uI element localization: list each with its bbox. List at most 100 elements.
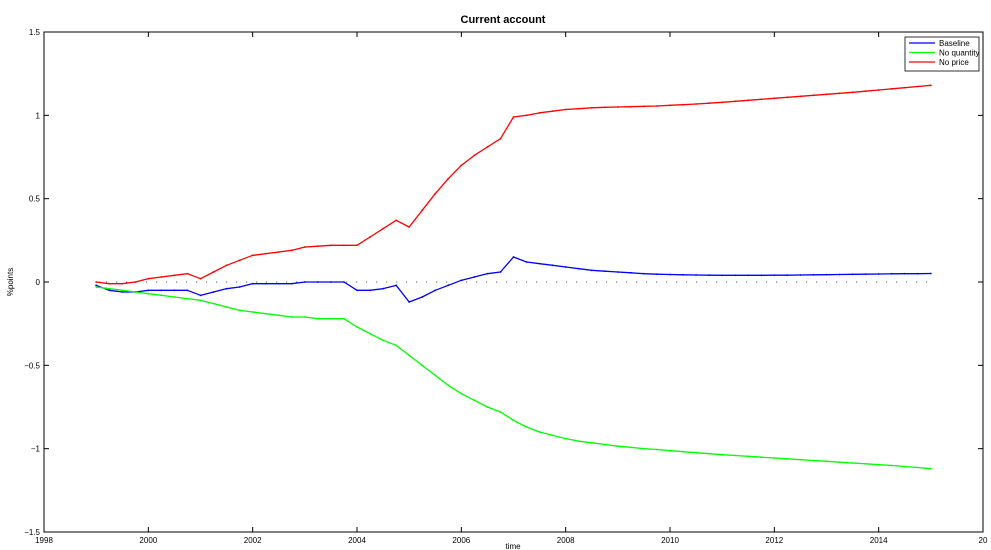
data-point-no-quantity bbox=[577, 440, 580, 443]
data-point-no-quantity bbox=[512, 419, 515, 422]
data-point-no-price bbox=[316, 245, 319, 248]
data-point-baseline bbox=[851, 273, 854, 276]
data-point-no-price bbox=[851, 91, 854, 94]
data-point-no-price bbox=[643, 105, 645, 108]
data-point-baseline bbox=[643, 272, 645, 275]
data-point-no-quantity bbox=[864, 462, 867, 465]
data-point-baseline bbox=[382, 287, 384, 290]
data-point-no-quantity bbox=[147, 292, 150, 295]
data-point-no-price bbox=[95, 281, 98, 283]
data-point-no-price bbox=[538, 111, 541, 114]
data-point-no-quantity bbox=[499, 411, 502, 413]
x-tick-label: 20 bbox=[979, 536, 988, 545]
data-point-no-quantity bbox=[747, 455, 750, 458]
y-tick-label: 1.5 bbox=[29, 28, 41, 37]
data-point-no-quantity bbox=[786, 457, 789, 460]
data-point-no-price bbox=[773, 97, 776, 100]
y-tick-label: 0 bbox=[36, 278, 41, 287]
data-point-no-price bbox=[473, 154, 476, 157]
data-point-baseline bbox=[343, 281, 345, 283]
data-point-no-price bbox=[225, 264, 228, 267]
data-point-baseline bbox=[264, 282, 267, 285]
data-point-no-price bbox=[199, 277, 202, 280]
data-point-no-quantity bbox=[812, 459, 815, 462]
data-point-no-price bbox=[434, 192, 437, 195]
data-point-no-price bbox=[290, 249, 293, 252]
data-point-baseline bbox=[903, 272, 906, 275]
x-tick-label: 2012 bbox=[765, 536, 783, 545]
data-point-baseline bbox=[512, 256, 515, 258]
data-point-baseline bbox=[890, 272, 893, 275]
data-point-no-quantity bbox=[643, 447, 645, 450]
data-point-no-quantity bbox=[212, 302, 215, 305]
data-point-baseline bbox=[812, 273, 815, 276]
data-point-no-price bbox=[121, 282, 124, 285]
x-axis-title: time bbox=[505, 542, 521, 550]
data-point-baseline bbox=[356, 289, 358, 292]
data-point-no-quantity bbox=[603, 443, 606, 446]
data-point-no-price bbox=[421, 209, 424, 212]
x-tick-label: 1998 bbox=[35, 536, 53, 545]
data-point-baseline bbox=[95, 284, 98, 287]
x-tick-label: 2008 bbox=[557, 536, 575, 545]
data-point-baseline bbox=[564, 266, 567, 268]
data-point-baseline bbox=[147, 289, 150, 292]
data-point-no-price bbox=[447, 177, 450, 180]
data-point-no-price bbox=[303, 246, 306, 248]
data-point-no-price bbox=[512, 116, 515, 118]
data-point-no-quantity bbox=[108, 287, 111, 290]
data-point-baseline bbox=[225, 287, 228, 290]
data-point-no-quantity bbox=[721, 453, 724, 456]
data-point-no-quantity bbox=[682, 450, 684, 453]
data-point-no-price bbox=[864, 90, 867, 93]
data-point-no-quantity bbox=[408, 354, 411, 357]
x-tick-label: 2002 bbox=[244, 536, 262, 545]
data-point-baseline bbox=[708, 274, 711, 277]
data-point-no-price bbox=[382, 227, 384, 230]
data-point-baseline bbox=[877, 273, 880, 275]
data-point-no-price bbox=[903, 86, 906, 89]
data-point-baseline bbox=[916, 272, 919, 275]
data-point-no-price bbox=[147, 277, 150, 280]
data-point-no-price bbox=[212, 271, 215, 273]
data-point-no-price bbox=[629, 105, 632, 108]
data-point-no-quantity bbox=[264, 312, 267, 315]
y-tick-label: −0.5 bbox=[24, 361, 40, 370]
data-point-no-quantity bbox=[760, 456, 763, 459]
data-point-no-quantity bbox=[277, 314, 280, 317]
data-point-baseline bbox=[408, 301, 411, 303]
data-point-no-price bbox=[603, 106, 606, 109]
data-point-no-price bbox=[160, 276, 163, 278]
data-point-no-quantity bbox=[225, 306, 228, 308]
data-point-baseline bbox=[460, 279, 463, 282]
data-point-baseline bbox=[212, 291, 215, 293]
data-point-baseline bbox=[538, 262, 541, 265]
data-point-no-quantity bbox=[369, 332, 371, 335]
data-point-baseline bbox=[825, 273, 828, 276]
data-point-no-quantity bbox=[708, 452, 711, 455]
data-point-no-quantity bbox=[238, 309, 241, 312]
data-point-no-price bbox=[669, 104, 671, 107]
data-point-baseline bbox=[838, 273, 841, 276]
data-point-no-price bbox=[877, 89, 880, 91]
data-point-baseline bbox=[629, 271, 632, 274]
data-point-baseline bbox=[499, 271, 502, 273]
x-tick-label: 2010 bbox=[661, 536, 679, 545]
axis-ticks: 1998 2000 2002 2004 2006 2008 2010 2012 2014 20 −1… bbox=[24, 28, 988, 545]
data-point-no-price bbox=[186, 272, 189, 275]
data-point-no-quantity bbox=[616, 445, 619, 448]
x-tick-label: 2014 bbox=[870, 536, 888, 545]
data-point-baseline bbox=[786, 274, 789, 277]
data-point-baseline bbox=[186, 289, 189, 292]
y-tick-label: 1 bbox=[36, 111, 41, 120]
data-point-baseline bbox=[799, 274, 802, 276]
data-point-no-price bbox=[330, 244, 332, 247]
data-point-no-price bbox=[734, 100, 737, 103]
data-point-no-price bbox=[616, 106, 619, 108]
data-point-baseline bbox=[108, 289, 111, 292]
data-point-no-quantity bbox=[121, 289, 124, 292]
data-point-no-price bbox=[825, 93, 828, 96]
data-point-baseline bbox=[303, 281, 306, 283]
